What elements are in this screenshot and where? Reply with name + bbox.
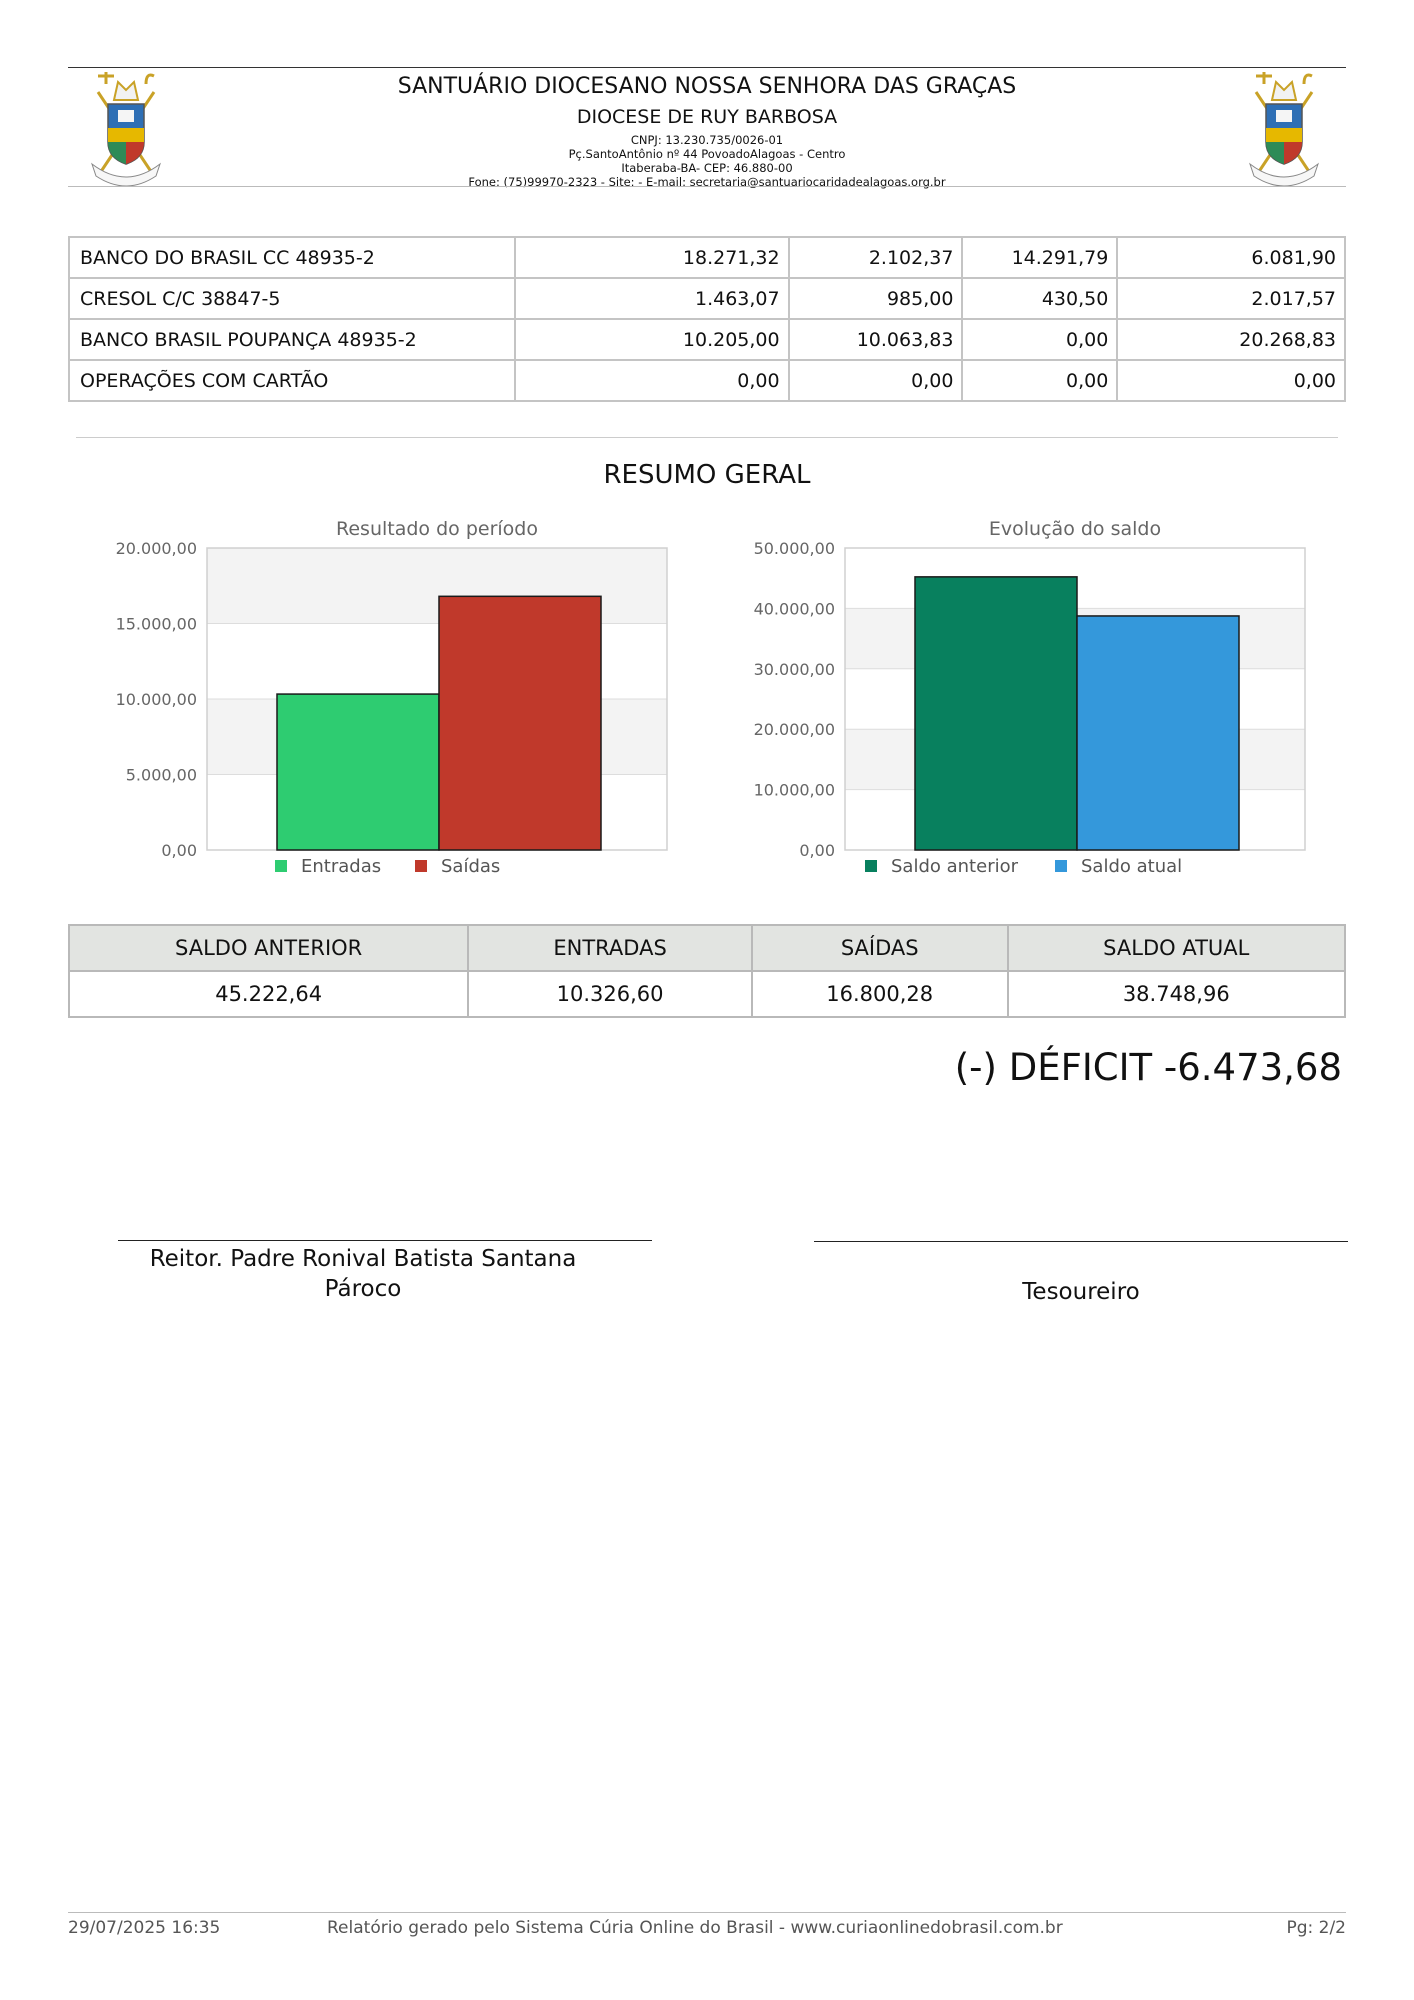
table-row: BANCO BRASIL POUPANÇA 48935-2 10.205,00 … [67, 318, 1346, 361]
bar-sa-das [438, 595, 602, 851]
diocese-name: DIOCESE DE RUY BARBOSA [576, 106, 838, 128]
y-tick-label: 30.000,00 [754, 660, 835, 679]
account-value: 0,00 [514, 359, 790, 402]
legend-label: Saldo atual [1081, 856, 1182, 877]
accounts-table: BANCO DO BRASIL CC 48935-2 18.271,32 2.1… [67, 236, 1346, 402]
y-tick-label: 20.000,00 [116, 539, 197, 558]
legend-label: Saldo anterior [891, 856, 1019, 877]
signature-role-left: Pároco [324, 1276, 402, 1302]
y-tick-label: 0,00 [799, 841, 835, 860]
section-divider [76, 437, 1338, 438]
page-number: Pg: 2/2 [1286, 1918, 1346, 1938]
signature-line-left [118, 1240, 652, 1241]
y-tick-label: 5.000,00 [126, 766, 197, 785]
account-value: 1.463,07 [514, 277, 790, 320]
deficit-total: (-) DÉFICIT -6.473,68 [954, 1046, 1342, 1089]
cnpj: CNPJ: 13.230.735/0026-01 [630, 133, 784, 147]
chart-resultado-periodo: Resultado do período 0,00 5.000,00 10.000,0… [116, 518, 668, 877]
summary-header: SAÍDAS [750, 924, 1009, 972]
entradas-value: 10.326,60 [467, 970, 753, 1018]
y-tick-label: 40.000,00 [754, 599, 835, 618]
chart-title: Evolução do saldo [989, 518, 1161, 540]
legend-label: Entradas [301, 856, 381, 877]
y-tick-label: 10.000,00 [754, 781, 835, 800]
y-tick-label: 10.000,00 [116, 690, 197, 709]
account-value: 10.205,00 [514, 318, 790, 361]
footer-generated: Relatório gerado pelo Sistema Cúria Onli… [327, 1918, 1063, 1938]
table-row: BANCO DO BRASIL CC 48935-2 18.271,32 2.1… [67, 236, 1346, 279]
account-value: 18.271,32 [514, 236, 790, 279]
chart-evolucao-saldo: Evolução do saldo 0,00 10.000,00 20.000,00 3… [754, 518, 1306, 877]
signature-role-right: Tesoureiro [1022, 1279, 1140, 1305]
address: Pç.SantoAntônio nº 44 PovoadoAlagoas - C… [568, 147, 846, 161]
saidas-value: 16.800,28 [750, 970, 1009, 1018]
legend-swatch [1055, 860, 1067, 872]
account-value: 2.017,57 [1116, 277, 1346, 320]
account-value: 10.063,83 [787, 318, 964, 361]
header-bottom-rule [68, 186, 1346, 187]
saldo-atual-value: 38.748,96 [1006, 970, 1347, 1018]
account-value: 0,00 [961, 359, 1119, 402]
signature-name: Reitor. Padre Ronival Batista Santana [149, 1246, 577, 1272]
account-value: 6.081,90 [1116, 236, 1346, 279]
header-top-rule [68, 67, 1346, 68]
legend-swatch [275, 860, 287, 872]
account-value: 430,50 [961, 277, 1119, 320]
saldo-anterior-value: 45.222,64 [67, 970, 470, 1018]
account-name: CRESOL C/C 38847-5 [67, 277, 517, 320]
contact-info: Fone: (75)99970-2323 - Site: - E-mail: s… [468, 175, 946, 189]
legend-swatch [415, 860, 427, 872]
account-value: 20.268,83 [1116, 318, 1346, 361]
y-tick-label: 0,00 [161, 841, 197, 860]
bar-entradas [276, 693, 440, 851]
footer-rule [68, 1912, 1346, 1913]
y-tick-label: 15.000,00 [116, 615, 197, 634]
account-name: OPERAÇÕES COM CARTÃO [67, 359, 517, 402]
bar-saldo-atual [1076, 615, 1240, 851]
diocese-crest-left [91, 72, 161, 187]
chart-title: Resultado do período [336, 518, 538, 540]
table-row: CRESOL C/C 38847-5 1.463,07 985,00 430,5… [67, 277, 1346, 320]
account-value: 0,00 [961, 318, 1119, 361]
account-value: 0,00 [1116, 359, 1346, 402]
table-row: OPERAÇÕES COM CARTÃO 0,00 0,00 0,00 0,00 [67, 359, 1346, 402]
account-value: 14.291,79 [961, 236, 1119, 279]
summary-values-row: 45.222,64 10.326,60 16.800,28 38.748,96 [67, 970, 1347, 1018]
footer-datetime: 29/07/2025 16:35 [68, 1918, 221, 1938]
org-title: SANTUÁRIO DIOCESANO NOSSA SENHORA DAS GR… [397, 74, 1017, 99]
summary-header: SALDO ATUAL [1006, 924, 1347, 972]
summary-header: SALDO ANTERIOR [67, 924, 470, 972]
city: Itaberaba-BA- CEP: 46.880-00 [621, 161, 793, 175]
legend-swatch [865, 860, 877, 872]
account-name: BANCO DO BRASIL CC 48935-2 [67, 236, 517, 279]
bar-saldo-anterior [914, 576, 1078, 851]
summary-title: RESUMO GERAL [603, 460, 811, 490]
account-value: 0,00 [787, 359, 964, 402]
summary-header-row: SALDO ANTERIOR ENTRADAS SAÍDAS SALDO ATU… [67, 924, 1347, 972]
account-name: BANCO BRASIL POUPANÇA 48935-2 [67, 318, 517, 361]
account-value: 2.102,37 [787, 236, 964, 279]
y-tick-label: 20.000,00 [754, 720, 835, 739]
legend-label: Saídas [441, 856, 500, 877]
summary-table: SALDO ANTERIOR ENTRADAS SAÍDAS SALDO ATU… [67, 924, 1347, 1018]
diocese-crest-right [1249, 72, 1319, 187]
summary-header: ENTRADAS [467, 924, 753, 972]
signature-line-right [814, 1241, 1348, 1242]
account-value: 985,00 [787, 277, 964, 320]
y-tick-label: 50.000,00 [754, 539, 835, 558]
